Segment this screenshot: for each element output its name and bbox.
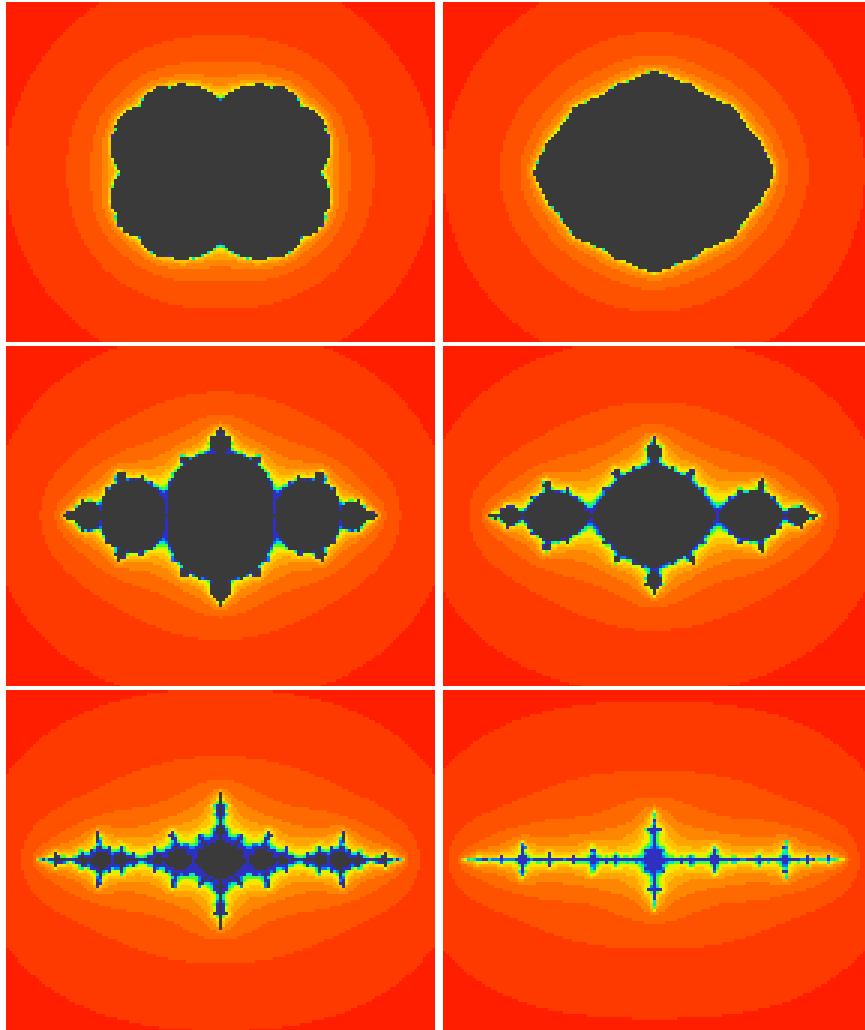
- fractal-panel: [6, 690, 435, 1030]
- escape-band: [695, 254, 698, 257]
- julia-interior: [111, 83, 330, 260]
- fractal-panel: [443, 346, 865, 686]
- fractal-panel: [443, 690, 865, 1030]
- fractal-panel: [443, 2, 865, 342]
- fractal-panel: [6, 2, 435, 342]
- page: (() => { const data = JSON.parse(documen…: [0, 0, 865, 1030]
- fractal-grid: [0, 0, 865, 1030]
- fractal-panel: [6, 346, 435, 686]
